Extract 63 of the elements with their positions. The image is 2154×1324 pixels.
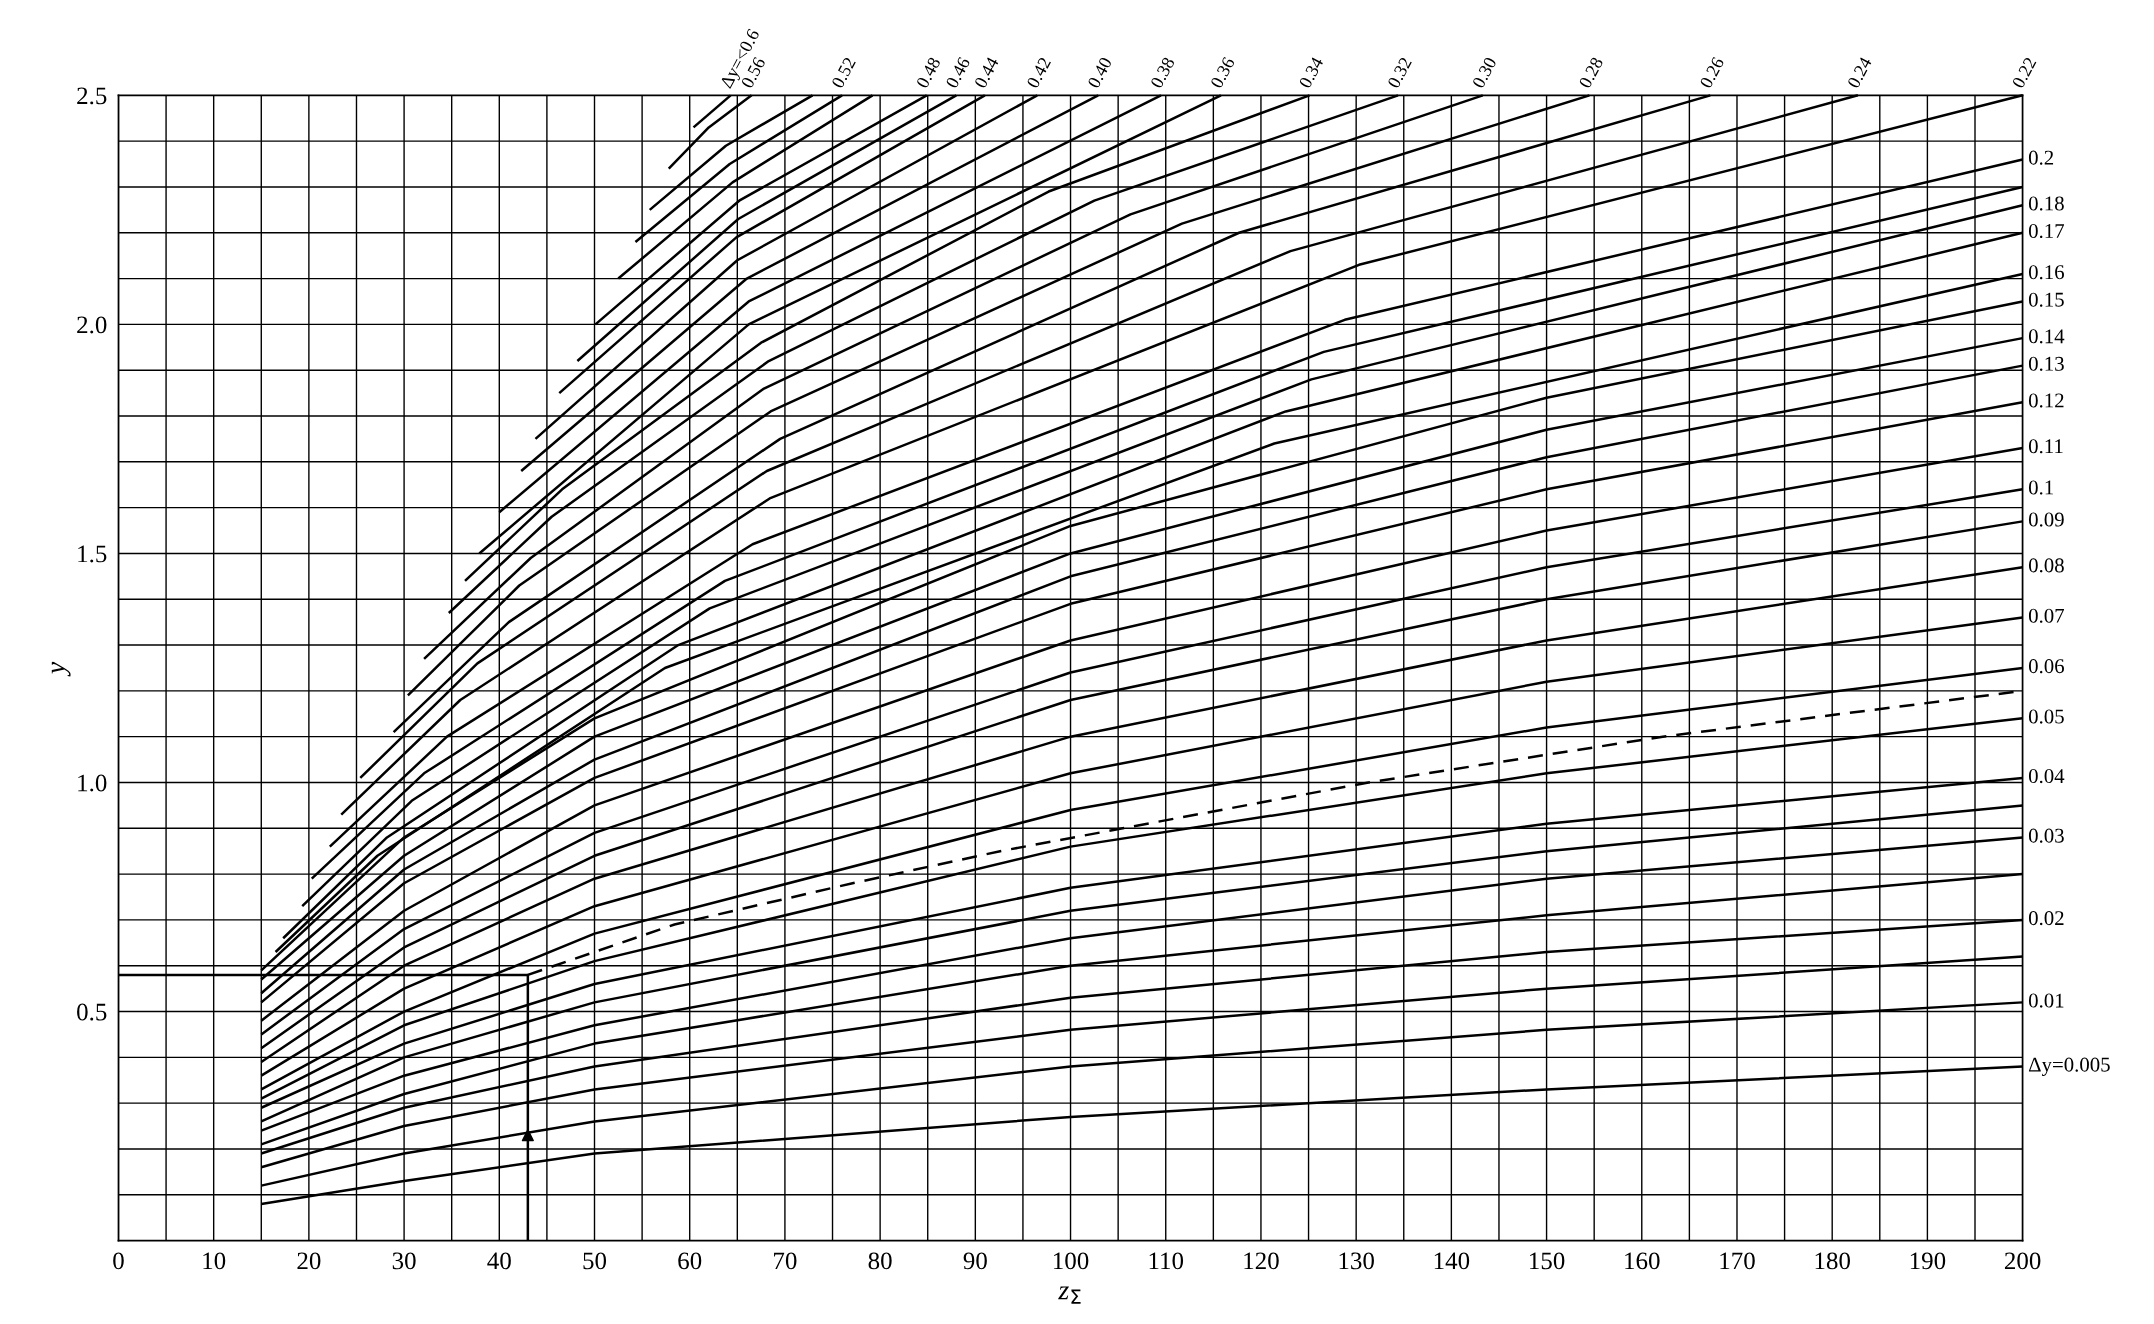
text: 0.34 xyxy=(1298,56,1324,89)
x-tick-label: 50 xyxy=(583,1252,607,1270)
text: 0.26 xyxy=(1699,56,1725,89)
y-axis-title: y xyxy=(51,661,71,677)
x-tick-label: 120 xyxy=(1244,1252,1279,1270)
series-label: 0.07 xyxy=(2028,608,2065,623)
text: 0.46 xyxy=(945,56,971,89)
text: 0.52 xyxy=(831,56,857,89)
x-tick-label: 110 xyxy=(1149,1252,1184,1270)
series-label: Δy=0.005 xyxy=(2028,1057,2110,1076)
series-label: 0.15 xyxy=(2028,292,2064,307)
x-tick-label: 130 xyxy=(1339,1252,1374,1270)
text: 0.36 xyxy=(1210,56,1236,89)
series-label: 0.05 xyxy=(2028,709,2064,724)
text: 0.44 xyxy=(973,56,1000,89)
y-tick-label: 0.5 xyxy=(77,1003,107,1021)
series-label: 0.03 xyxy=(2028,828,2064,843)
x-tick-label: 40 xyxy=(487,1252,511,1270)
x-tick-label: 200 xyxy=(2004,1252,2041,1270)
x-tick-label: 0 xyxy=(113,1252,124,1270)
x-tick-label: 90 xyxy=(963,1252,987,1270)
text: 0.48 xyxy=(915,56,941,89)
y-tick-label: 1.0 xyxy=(78,774,107,792)
series-label: 0.18 xyxy=(2028,196,2064,211)
series-label: 0.16 xyxy=(2028,265,2064,280)
x-tick-label: 190 xyxy=(1910,1252,1946,1270)
x-tick-label: 140 xyxy=(1434,1252,1470,1270)
series-label: 0.08 xyxy=(2028,558,2064,573)
series-label: 0.02 xyxy=(2028,911,2064,926)
y-tick-label: 2.0 xyxy=(77,316,107,334)
x-tick-label: 170 xyxy=(1720,1252,1755,1270)
text: 0.32 xyxy=(1387,56,1413,89)
series-label: 0.12 xyxy=(2028,393,2064,408)
text: 0.30 xyxy=(1471,56,1497,89)
x-axis-title: z$_{Σ}$ xyxy=(1058,1286,1081,1304)
y-tick-label: 1.5 xyxy=(78,545,107,563)
series-label: 0.11 xyxy=(2028,439,2063,454)
series-label: 0.13 xyxy=(2028,356,2064,371)
x-tick-label: 60 xyxy=(678,1252,702,1270)
x-tick-label: 10 xyxy=(203,1252,226,1270)
text: 0.40 xyxy=(1087,56,1113,89)
series-label: 0.06 xyxy=(2028,659,2064,674)
text: 0.28 xyxy=(1578,56,1604,89)
text: 0.24 xyxy=(1847,56,1873,89)
series-label: 0.2 xyxy=(2028,150,2054,165)
x-tick-label: 80 xyxy=(868,1252,892,1270)
text: 0.38 xyxy=(1150,56,1176,89)
x-tick-label: 100 xyxy=(1053,1252,1089,1270)
x-tick-label: 160 xyxy=(1625,1252,1660,1270)
x-tick-label: 180 xyxy=(1815,1252,1850,1270)
text: 0.22 xyxy=(2011,56,2037,89)
series-label: 0.09 xyxy=(2028,512,2064,527)
series-label: 0.17 xyxy=(2028,223,2065,239)
x-tick-label: 70 xyxy=(774,1252,797,1270)
x-tick-label: 20 xyxy=(297,1252,321,1270)
x-tick-label: 30 xyxy=(392,1252,416,1270)
x-tick-label: 150 xyxy=(1530,1252,1565,1270)
series-label: 0.1 xyxy=(2028,480,2053,495)
text: 0.42 xyxy=(1026,56,1052,89)
y-tick-label: 2.5 xyxy=(77,87,107,105)
series-label: 0.04 xyxy=(2028,769,2065,784)
series-label: 0.14 xyxy=(2028,329,2065,344)
series-label: 0.01 xyxy=(2028,993,2064,1008)
